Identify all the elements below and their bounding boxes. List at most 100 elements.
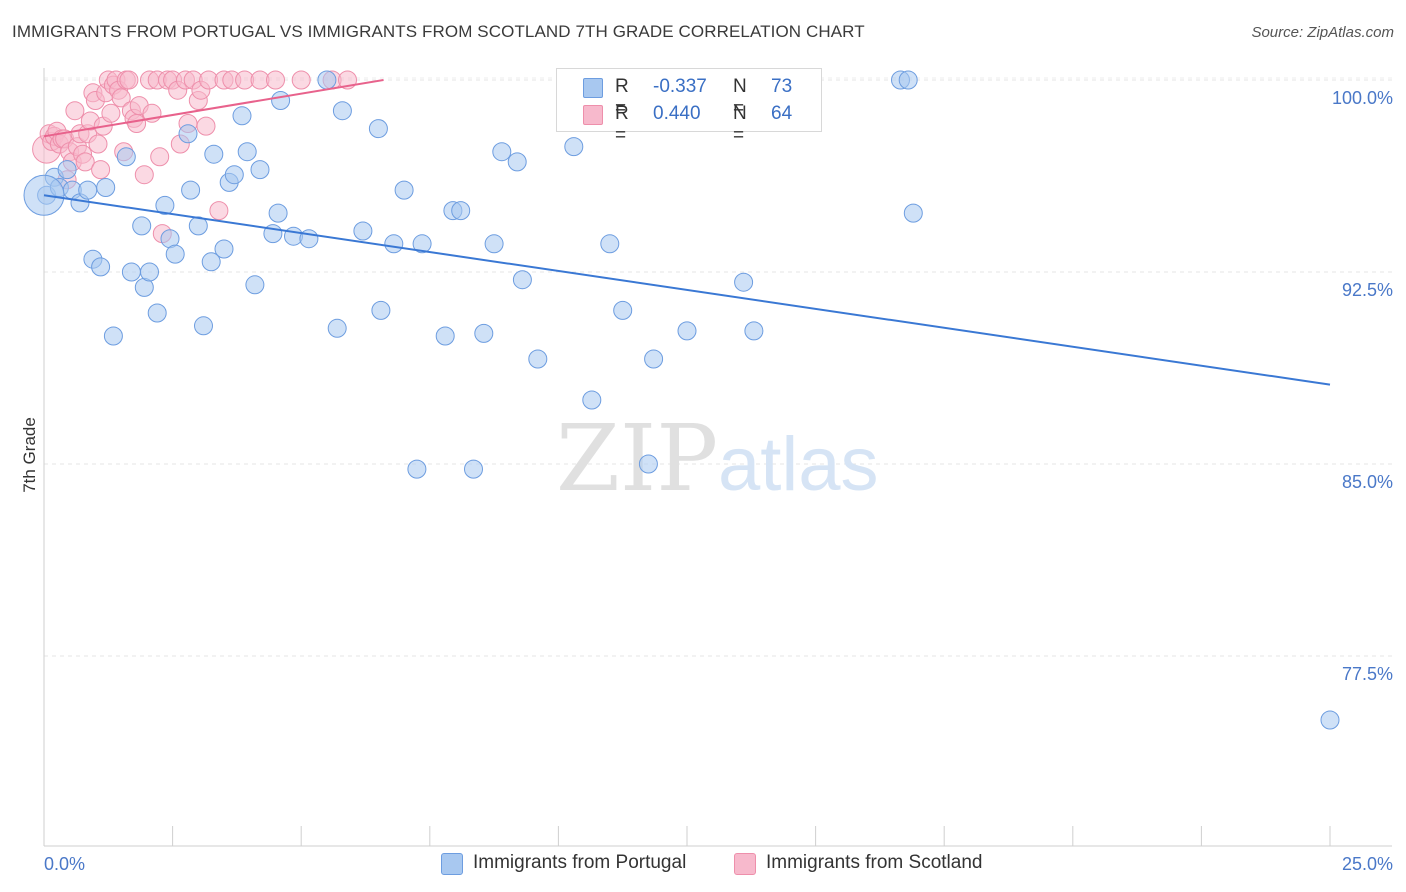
- x-tick-labels: 0.0% 25.0%: [44, 854, 1393, 874]
- portugal-point: [268, 203, 288, 223]
- n-value: 64: [771, 103, 793, 124]
- portugal-point: [116, 147, 136, 167]
- scotland-point: [127, 114, 147, 133]
- x-tick-label-min: 0.0%: [44, 854, 85, 874]
- r-label: R =: [615, 76, 629, 119]
- portugal-point: [237, 142, 257, 162]
- portugal-point: [353, 221, 373, 241]
- legend-swatch-scotland: [734, 853, 756, 875]
- portugal-point: [224, 165, 244, 185]
- portugal-point: [201, 252, 221, 272]
- portugal-point: [564, 137, 584, 157]
- source-label: Source: ZipAtlas.com: [1251, 24, 1394, 41]
- n-value: 73: [771, 76, 793, 97]
- legend-label-scotland: Immigrants from Scotland: [766, 852, 983, 873]
- portugal-point: [898, 70, 918, 90]
- portugal-point: [368, 119, 388, 139]
- portugal-point: [638, 454, 658, 474]
- scotland-point: [91, 160, 111, 180]
- y-tick-labels: 100.0% 92.5% 85.0% 77.5%: [1332, 88, 1393, 684]
- portugal-point: [165, 244, 185, 264]
- portugal-point: [507, 152, 527, 172]
- portugal-point: [644, 349, 664, 369]
- portugal-point: [188, 216, 208, 236]
- portugal-point: [250, 160, 270, 180]
- portugal-point: [140, 262, 159, 282]
- portugal-point: [147, 303, 167, 323]
- watermark-atlas: atlas: [718, 422, 879, 507]
- scotland-point: [65, 101, 85, 121]
- portugal-point: [78, 180, 98, 200]
- portugal-point: [744, 321, 764, 341]
- scotland-trend-line: [43, 79, 384, 138]
- watermark: ZIP atlas: [556, 405, 879, 512]
- y-tick-label: 85.0%: [1342, 472, 1393, 492]
- portugal-point: [194, 316, 213, 336]
- portugal-point: [103, 326, 123, 346]
- portugal-point: [464, 459, 483, 479]
- portugal-point: [181, 180, 201, 200]
- legend-swatch-portugal: [441, 853, 463, 875]
- portugal-point: [371, 300, 391, 320]
- portugal-point: [271, 91, 291, 110]
- scotland-point: [209, 201, 229, 221]
- portugal-point: [91, 257, 111, 277]
- portugal-point: [512, 270, 532, 290]
- portugal-point: [613, 300, 633, 320]
- portugal-point: [435, 326, 455, 346]
- scotland-point: [266, 70, 285, 90]
- portugal-point: [332, 101, 352, 121]
- portugal-point: [214, 239, 234, 259]
- stats-legend: R = -0.337 N = 73 R = 0.440 N = 64: [556, 68, 822, 146]
- scotland-point: [75, 152, 95, 172]
- portugal-point: [245, 275, 265, 295]
- portugal-point: [96, 178, 116, 197]
- portugal-point: [57, 160, 77, 180]
- chart-title: IMMIGRANTS FROM PORTUGAL VS IMMIGRANTS F…: [12, 22, 865, 41]
- portugal-point: [582, 390, 602, 410]
- legend-label-portugal: Immigrants from Portugal: [473, 852, 687, 873]
- r-value: -0.337: [653, 76, 707, 97]
- scotland-point: [101, 103, 121, 123]
- n-label: N =: [733, 103, 747, 146]
- n-label: N =: [733, 76, 747, 119]
- trend-lines: [43, 79, 1331, 386]
- portugal-point: [132, 216, 152, 236]
- scotland-point: [111, 88, 131, 108]
- y-axis-label: 7th Grade: [20, 417, 39, 493]
- scotland-point: [88, 134, 108, 154]
- scotland-point: [134, 165, 154, 185]
- portugal-point: [327, 318, 347, 338]
- portugal-trend-line: [43, 194, 1331, 386]
- portugal-point: [484, 234, 504, 254]
- portugal-point: [474, 323, 494, 343]
- portugal-point: [178, 124, 198, 144]
- portugal-point: [407, 459, 427, 479]
- portugal-point: [384, 234, 404, 254]
- series-portugal-points: [23, 70, 1340, 730]
- gridlines: [44, 77, 1392, 657]
- portugal-point: [1320, 710, 1340, 730]
- portugal-point: [451, 201, 471, 221]
- scotland-point: [119, 70, 139, 90]
- r-label: R =: [615, 103, 629, 146]
- y-tick-label: 100.0%: [1332, 88, 1393, 108]
- portugal-point: [121, 262, 141, 282]
- watermark-zip: ZIP: [556, 405, 718, 512]
- portugal-point: [677, 321, 697, 341]
- r-value: 0.440: [653, 103, 701, 124]
- scotland-swatch: [583, 105, 603, 125]
- portugal-point: [204, 144, 224, 164]
- portugal-point: [734, 272, 754, 292]
- portugal-point: [232, 106, 252, 126]
- portugal-swatch: [583, 78, 603, 98]
- y-tick-label: 92.5%: [1342, 280, 1393, 300]
- portugal-point: [492, 142, 512, 162]
- y-tick-label: 77.5%: [1342, 664, 1393, 684]
- portugal-point: [903, 203, 923, 223]
- portugal-point: [412, 234, 432, 254]
- portugal-point: [317, 70, 337, 90]
- portugal-point: [394, 180, 414, 200]
- scotland-point: [150, 147, 170, 167]
